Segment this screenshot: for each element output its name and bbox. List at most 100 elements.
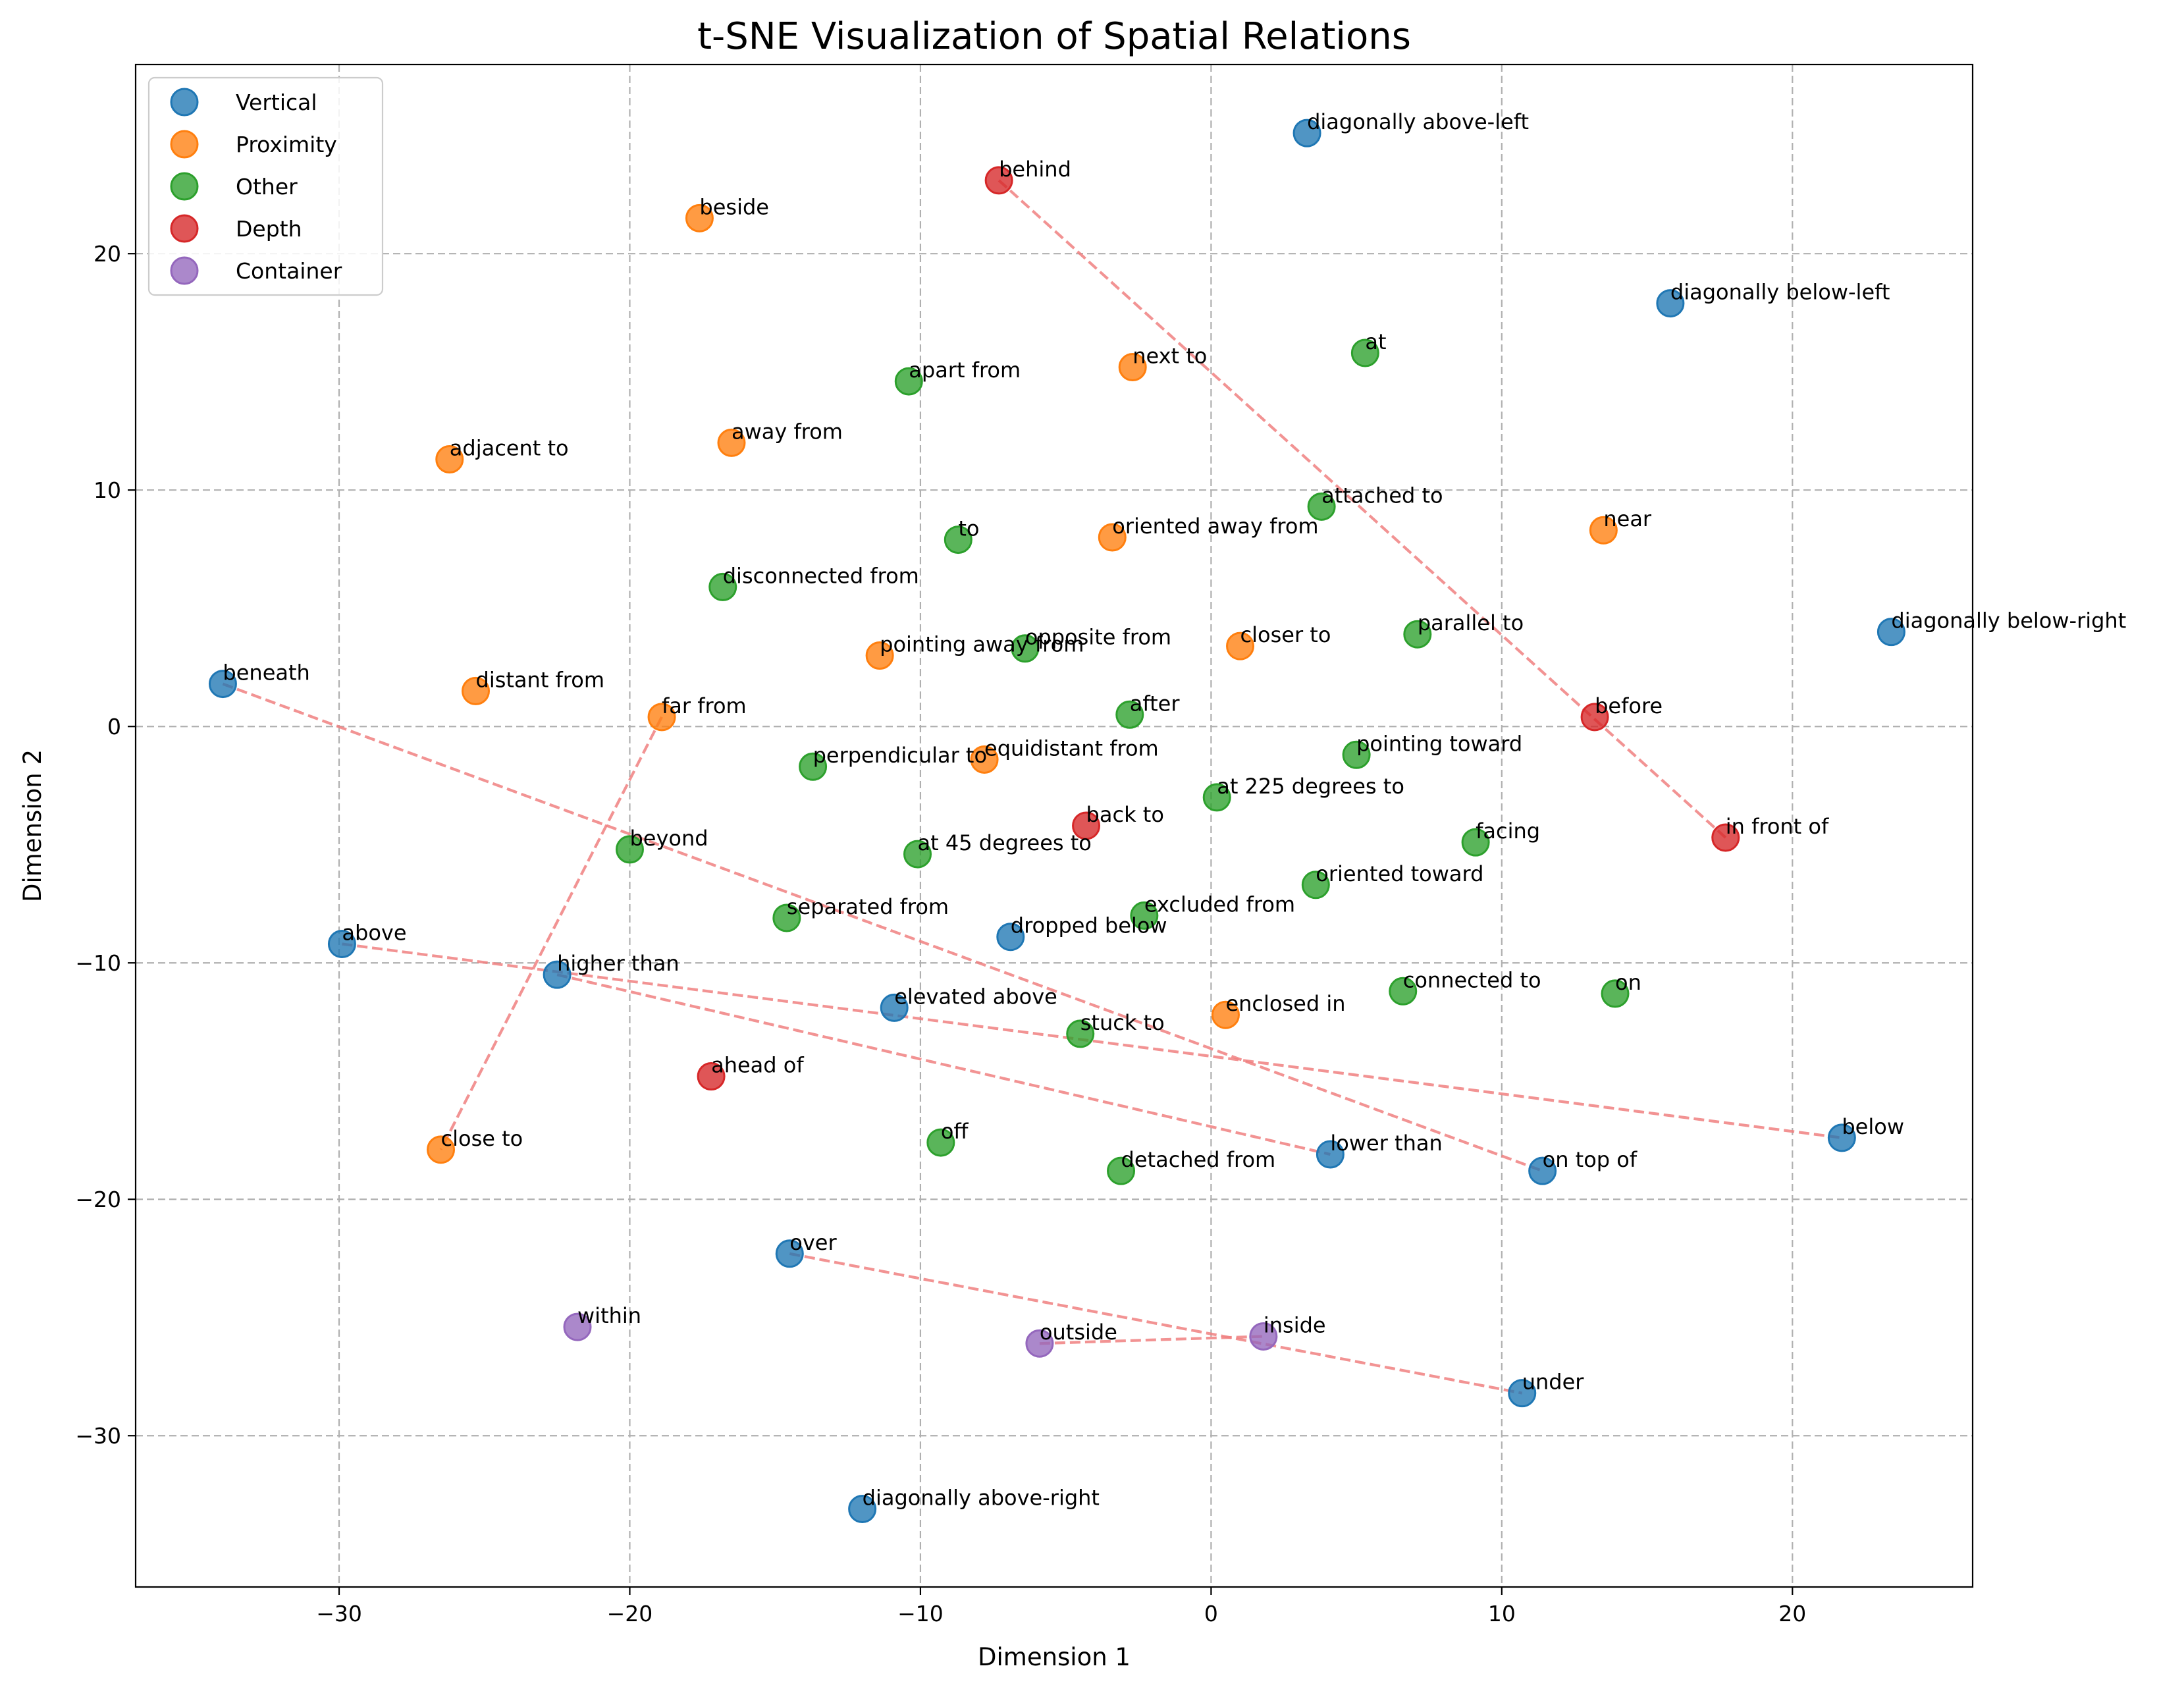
point-equidistant-from [970, 745, 999, 774]
point-far-from [647, 703, 676, 732]
point-elevated-above [880, 993, 909, 1022]
point-within [563, 1312, 592, 1341]
point-excluded-from [1130, 901, 1159, 930]
point-parallel-to [1403, 620, 1432, 649]
point-label-within: within [577, 1303, 641, 1328]
point-near [1589, 516, 1618, 545]
point-on [1601, 979, 1630, 1008]
point-label-beyond: beyond [629, 826, 708, 851]
point-diagonally-below-left [1656, 289, 1685, 318]
point-inside [1249, 1322, 1278, 1351]
point-label-oriented-away-from: oriented away from [1112, 514, 1318, 539]
point-label-to: to [958, 516, 979, 541]
point-label-outside: outside [1040, 1320, 1117, 1345]
point-close-to [427, 1135, 456, 1164]
point-above [327, 930, 356, 959]
y-tick-label: −30 [75, 1423, 121, 1449]
point-beyond [615, 835, 644, 864]
point-disconnected-from [708, 572, 737, 601]
point-label-after: after [1130, 691, 1181, 716]
point-label-opposite-from: opposite from [1025, 625, 1171, 650]
plot-frame [134, 63, 1974, 1588]
legend-box [147, 76, 384, 296]
point-diagonally-above-left [1292, 119, 1321, 148]
point-label-in-front-of: in front of [1726, 814, 1829, 839]
point-below [1827, 1123, 1856, 1152]
point-apart-from [894, 367, 923, 396]
point-adjacent-to [435, 445, 464, 474]
point-label-higher-than: higher than [557, 951, 679, 976]
point-higher-than [543, 960, 572, 989]
point-outside [1025, 1329, 1054, 1358]
point-connected-to [1389, 977, 1418, 1006]
point-label-on-top-of: on top of [1543, 1147, 1638, 1172]
point-oriented-toward [1301, 871, 1330, 900]
legend-marker-other [170, 172, 199, 201]
point-beside [685, 203, 714, 232]
point-stuck-to [1066, 1019, 1095, 1048]
point-to [944, 525, 972, 554]
point-next-to [1118, 353, 1147, 382]
point-beneath [208, 670, 237, 699]
point-pointing-away-from [865, 641, 894, 670]
point-label-diagonally-below-right: diagonally below-right [1891, 608, 2126, 633]
point-label-perpendicular-to: perpendicular to [813, 743, 987, 768]
point-dropped-below [996, 923, 1025, 952]
point-label-parallel-to: parallel to [1418, 610, 1524, 635]
point-label-closer-to: closer to [1240, 622, 1331, 647]
pair-line-higher-than-to-lower-than [556, 973, 1331, 1156]
point-label-back-to: back to [1086, 802, 1164, 827]
y-axis-label: Dimension 2 [18, 749, 47, 902]
point-label-detached-from: detached from [1121, 1147, 1276, 1172]
pair-line-above-to-below [342, 942, 1842, 1139]
pair-line-outside-to-inside [1039, 1335, 1264, 1345]
point-label-inside: inside [1264, 1312, 1326, 1337]
point-lower-than [1316, 1140, 1345, 1169]
point-at [1350, 338, 1379, 367]
y-tick-label: −10 [75, 950, 121, 976]
point-label-at-225-degrees-to: at 225 degrees to [1217, 774, 1404, 799]
point-label-above: above [342, 921, 406, 946]
point-attached-to [1307, 492, 1336, 521]
legend-marker-container [170, 256, 199, 285]
legend-label-depth: Depth [236, 216, 302, 242]
point-at-225-degrees-to [1202, 783, 1231, 812]
point-label-diagonally-below-left: diagonally below-left [1670, 280, 1890, 305]
point-label-near: near [1603, 506, 1652, 531]
x-axis-label: Dimension 1 [978, 1643, 1131, 1671]
point-label-disconnected-from: disconnected from [723, 563, 919, 588]
chart-title: t-SNE Visualization of Spatial Relations [697, 15, 1411, 58]
point-label-ahead-of: ahead of [711, 1053, 804, 1078]
point-enclosed-in [1211, 1000, 1240, 1029]
point-label-lower-than: lower than [1330, 1131, 1442, 1156]
point-label-far-from: far from [662, 693, 747, 718]
point-in-front-of [1711, 823, 1740, 852]
point-back-to [1072, 811, 1101, 840]
point-after [1115, 700, 1144, 729]
point-under [1508, 1379, 1537, 1408]
point-label-attached-to: attached to [1321, 483, 1443, 508]
y-tick-label: 0 [107, 714, 121, 739]
legend-label-container: Container [236, 258, 342, 284]
x-tick-label: 20 [1778, 1601, 1806, 1626]
point-label-next-to: next to [1132, 344, 1207, 369]
legend-label-other: Other [236, 174, 298, 200]
point-oriented-away-from [1098, 523, 1127, 552]
y-tick-label: 20 [93, 241, 121, 267]
point-label-close-to: close to [441, 1126, 523, 1151]
pair-lines-layer [222, 179, 1842, 1395]
point-labels-layer: diagonally above-left diagonally below-le… [223, 109, 2126, 1510]
point-label-equidistant-from: equidistant from [984, 736, 1159, 761]
point-label-adjacent-to: adjacent to [450, 436, 569, 461]
point-label-dropped-below: dropped below [1011, 913, 1167, 938]
point-closer-to [1226, 632, 1255, 660]
pair-line-far-from-to-close-to [439, 716, 663, 1150]
x-tick-label: 10 [1488, 1601, 1516, 1626]
x-tick-label: −20 [607, 1601, 653, 1626]
point-label-at-45-degrees-to: at 45 degrees to [918, 830, 1092, 855]
point-label-facing: facing [1476, 819, 1540, 844]
point-label-distant-from: distant from [476, 667, 605, 692]
point-label-at: at [1365, 329, 1386, 354]
legend-marker-vertical [170, 88, 199, 117]
